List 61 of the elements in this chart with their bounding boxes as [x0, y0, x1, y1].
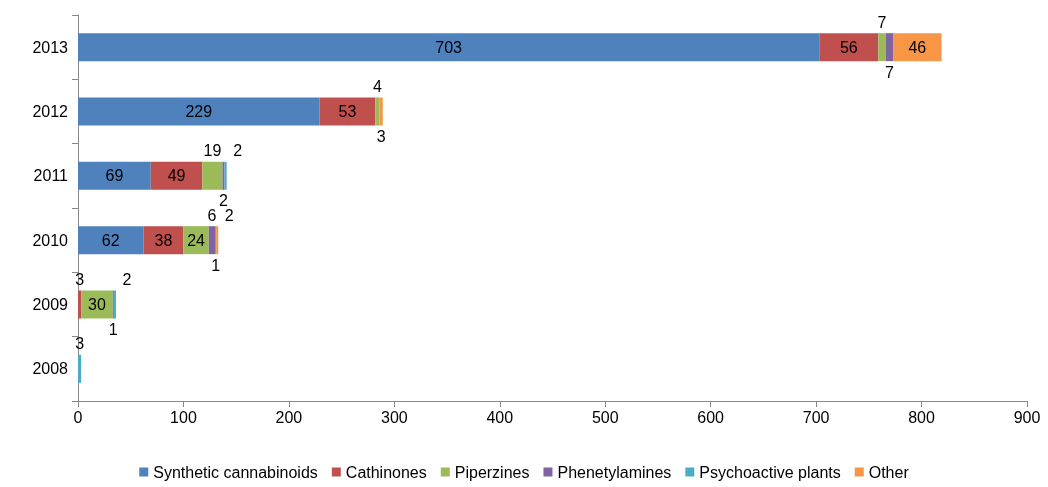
bar: [202, 161, 223, 190]
data-label: 19: [203, 142, 222, 160]
bar: [78, 226, 144, 255]
x-tick-label: 200: [275, 408, 303, 426]
bar: [893, 33, 942, 62]
data-label: 38: [154, 231, 173, 249]
legend-label: Phenetylamines: [557, 463, 672, 481]
x-tick-label: 300: [380, 408, 408, 426]
bar: [819, 33, 879, 62]
data-label: 3: [376, 128, 386, 145]
data-label: 62: [101, 231, 120, 249]
data-label: 229: [185, 103, 213, 120]
y-tick-label: 2010: [32, 231, 69, 249]
y-tick-label: 2012: [32, 103, 69, 120]
data-label: 46: [908, 38, 927, 56]
legend-label: Synthetic cannabinoids: [153, 463, 318, 481]
data-label: 2: [233, 142, 243, 160]
data-label: 7: [877, 13, 887, 31]
bar: [78, 97, 320, 126]
data-label: 69: [105, 167, 124, 185]
data-label: 1: [108, 321, 118, 338]
legend-label: Psychoactive plants: [699, 463, 841, 481]
x-tick-label: 700: [802, 408, 830, 426]
bar: [379, 97, 383, 126]
y-tick-label: 2008: [32, 360, 69, 378]
x-tick-label: 0: [73, 408, 83, 426]
bar: [78, 161, 151, 190]
x-tick-label: 400: [486, 408, 514, 426]
data-label: 4: [373, 78, 383, 95]
bar: [319, 97, 376, 126]
data-label: 703: [435, 38, 463, 56]
y-tick-label: 2013: [32, 38, 69, 56]
x-tick-label: 500: [591, 408, 619, 426]
legend-label: Piperzines: [454, 463, 530, 481]
x-tick-label: 100: [170, 408, 197, 426]
x-tick-label: 800: [908, 408, 935, 426]
data-label: 6: [207, 206, 217, 224]
y-tick-label: 2009: [32, 296, 69, 313]
data-label: 30: [88, 296, 106, 313]
data-label: 24: [187, 231, 206, 249]
data-label: 3: [75, 271, 85, 288]
data-label: 1: [211, 256, 221, 274]
x-tick-label: 600: [697, 408, 725, 426]
x-tick-label: 900: [1013, 408, 1041, 426]
bar: [150, 161, 203, 190]
bar: [878, 33, 886, 62]
legend-label: Cathinones: [345, 463, 427, 481]
data-label: 53: [338, 103, 357, 120]
bar: [885, 33, 894, 62]
data-label: 7: [884, 63, 894, 81]
bar: [208, 226, 216, 255]
y-tick-label: 2011: [33, 167, 69, 185]
data-label: 3: [75, 335, 85, 353]
bar: [78, 354, 82, 383]
data-label: 2: [122, 271, 132, 288]
data-label: 56: [839, 38, 858, 56]
legend-label: Other: [868, 463, 910, 481]
bar: [78, 290, 82, 319]
data-label: 49: [167, 167, 186, 185]
bar: [78, 33, 820, 62]
bar: [375, 97, 380, 126]
